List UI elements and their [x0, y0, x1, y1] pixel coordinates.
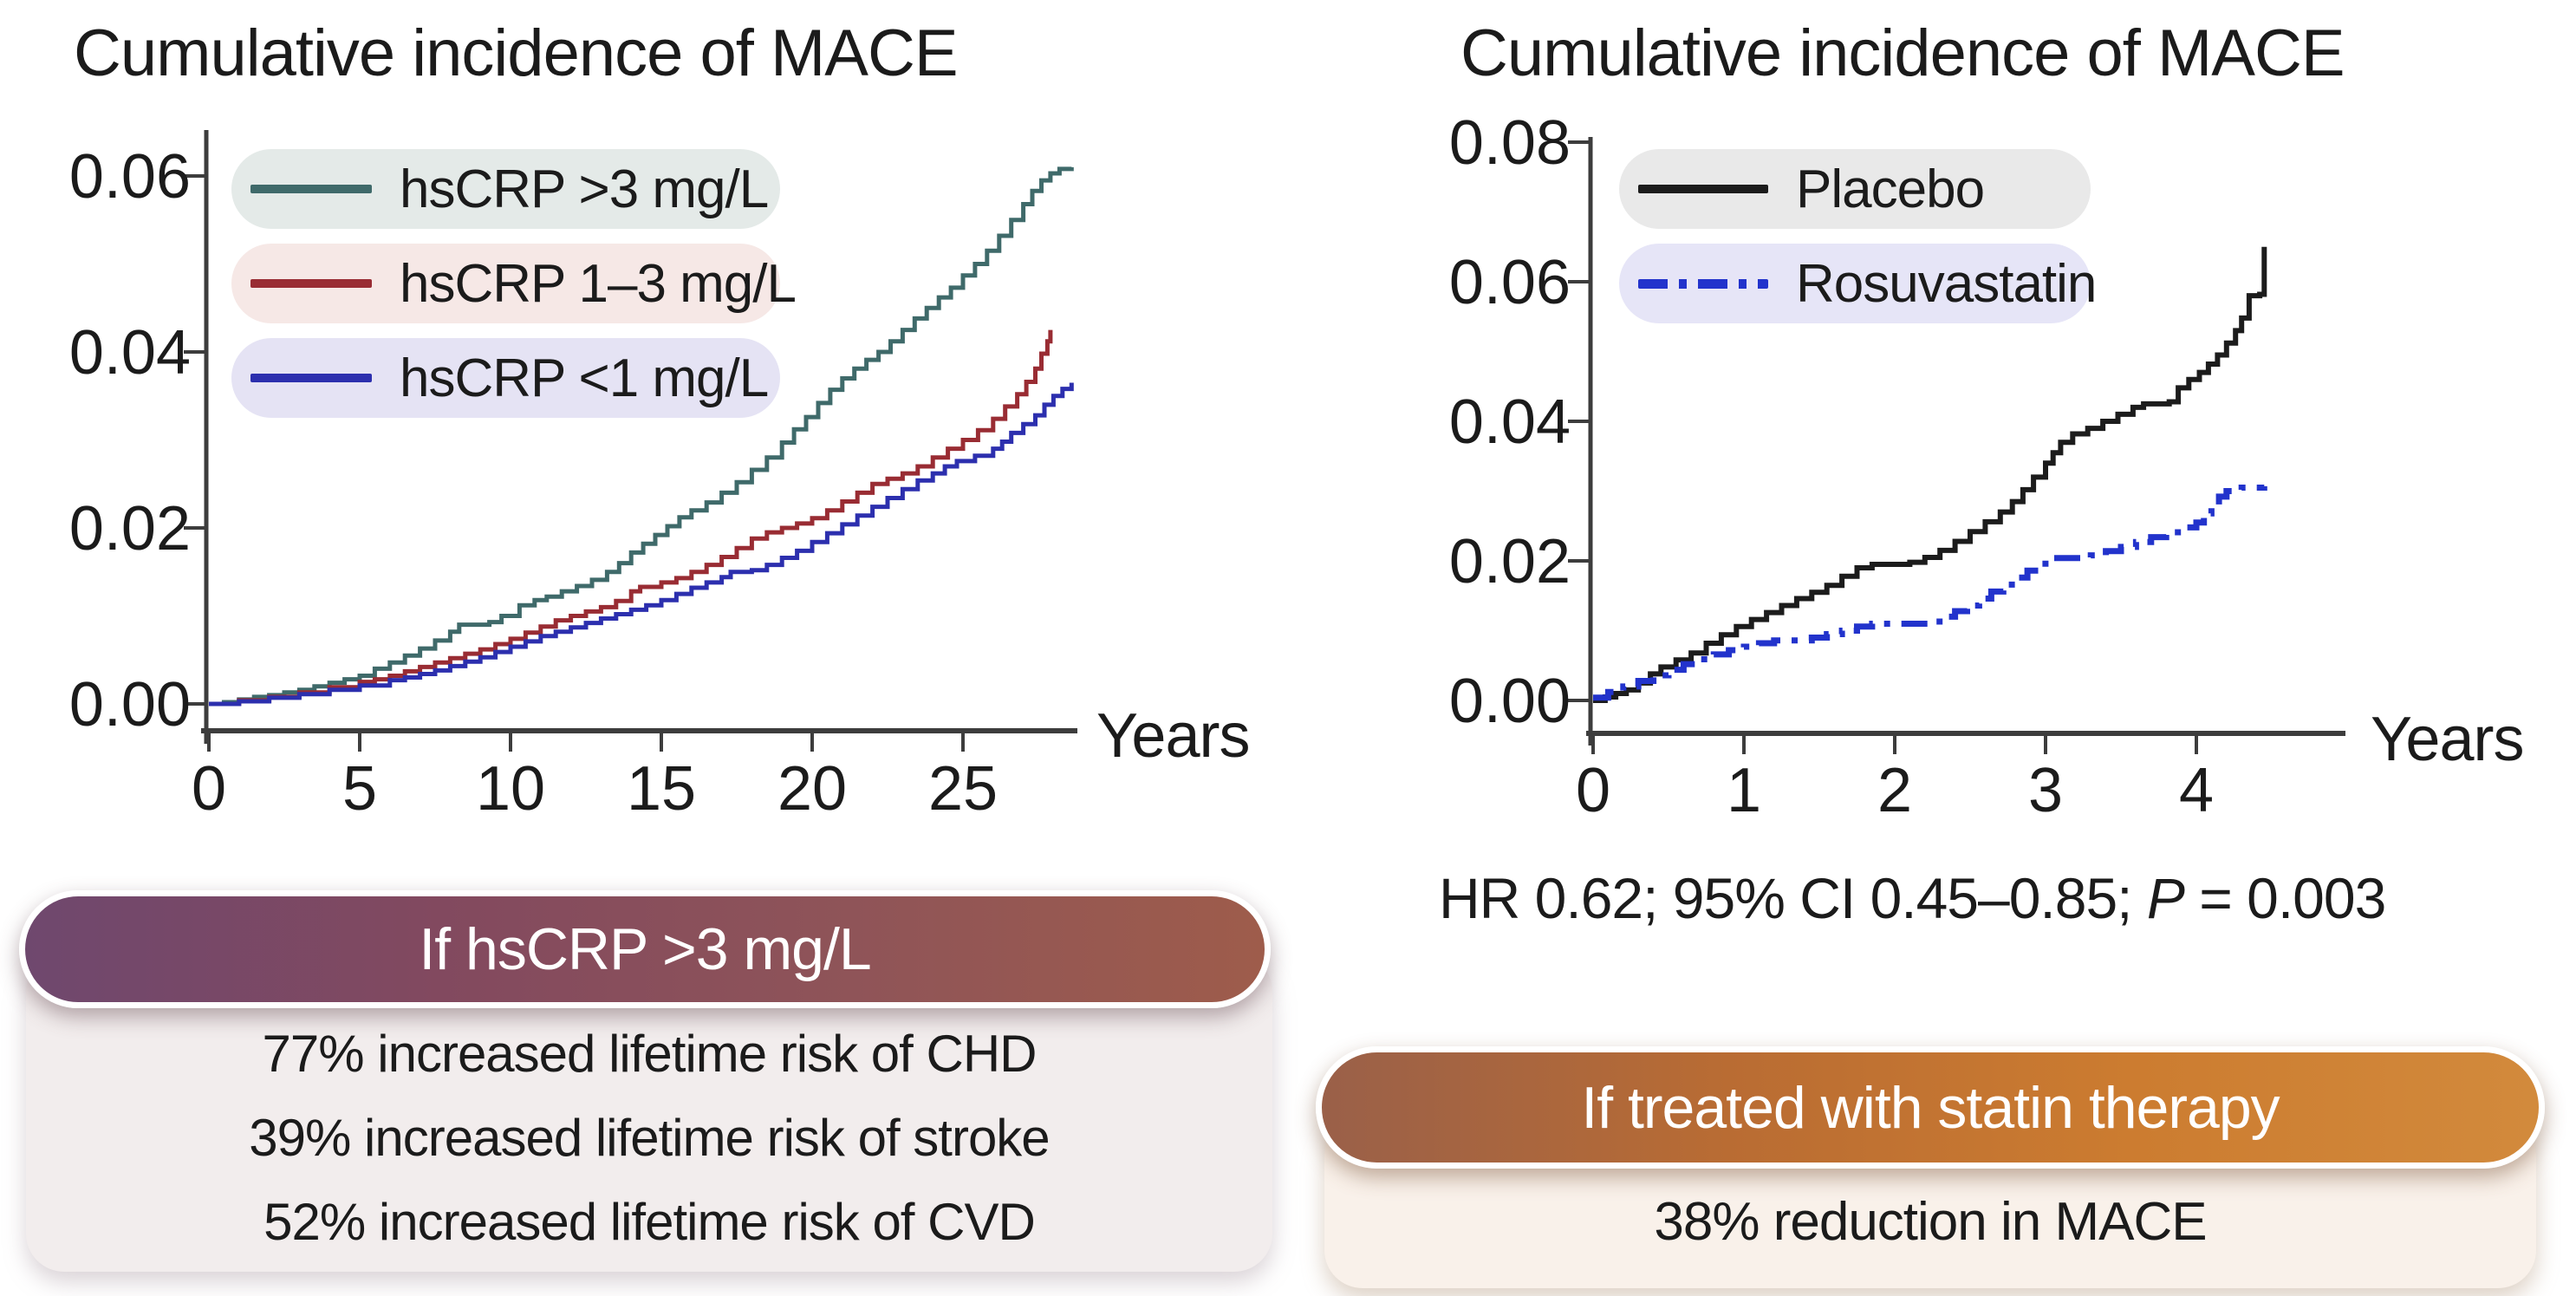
right-x-axis-label: Years	[2371, 705, 2524, 774]
y-tick-label: 0.08	[1449, 108, 1571, 178]
hr-text-prefix: HR 0.62; 95% CI 0.45–0.85;	[1439, 866, 2147, 930]
legend-item-rosuvastatin: Rosuvastatin	[1619, 244, 2097, 323]
x-tick-label: 5	[342, 754, 377, 824]
legend-label: Placebo	[1796, 159, 1985, 219]
risk-line-stroke: 39% increased lifetime risk of stroke	[249, 1109, 1050, 1167]
legend-label: hsCRP <1 mg/L	[400, 348, 769, 408]
left-callout-header: If hsCRP >3 mg/L	[419, 916, 871, 982]
x-tick-label: 25	[928, 754, 998, 824]
right-callout-header: If treated with statin therapy	[1581, 1074, 2280, 1141]
hr-text-pvalue-symbol: P	[2146, 866, 2185, 930]
x-tick-label: 4	[2179, 756, 2214, 825]
mace-reduction-line: 38% reduction in MACE	[1654, 1192, 2207, 1252]
y-tick-label: 0.02	[69, 494, 191, 563]
legend-item-hscrp-gt3: hsCRP >3 mg/L	[231, 149, 780, 229]
legend-label: hsCRP 1–3 mg/L	[400, 253, 797, 314]
hscrp-lt1-line-sample-icon	[250, 374, 372, 382]
legend-item-placebo: Placebo	[1619, 149, 2091, 229]
right-chart-title: Cumulative incidence of MACE	[1460, 16, 2345, 90]
right-chart: 0 1 2 3 4 0.00 0.02 0.04 0.06 0.08	[1449, 108, 2345, 825]
left-legend: hsCRP >3 mg/L hsCRP 1–3 mg/L hsCRP <1 mg…	[231, 149, 797, 418]
hscrp-1-3-line-sample-icon	[250, 279, 372, 288]
x-tick-label: 15	[627, 754, 696, 824]
curve-hscrp-1-mg-l	[209, 382, 1074, 707]
y-tick-label: 0.00	[69, 670, 191, 739]
legend-label: hsCRP >3 mg/L	[400, 159, 769, 219]
x-tick-label: 3	[2028, 756, 2063, 825]
curve-placebo	[1593, 246, 2267, 703]
curve-hscrp-3-mg-l	[209, 166, 1074, 707]
x-tick-label: 20	[777, 754, 847, 824]
y-tick-label: 0.02	[1449, 527, 1571, 596]
hr-text-suffix: = 0.003	[2183, 866, 2386, 930]
left-x-axis-label: Years	[1096, 701, 1250, 771]
hazard-ratio-text: HR 0.62; 95% CI 0.45–0.85; P = 0.003	[1439, 865, 2386, 931]
placebo-line-sample-icon	[1638, 185, 1768, 193]
curve-hscrp-1-3-mg-l	[209, 329, 1053, 707]
legend-label: Rosuvastatin	[1796, 253, 2097, 314]
y-tick-label: 0.06	[69, 142, 191, 212]
x-tick-label: 0	[192, 754, 226, 824]
left-chart-title: Cumulative incidence of MACE	[74, 16, 959, 90]
legend-item-hscrp-1-3: hsCRP 1–3 mg/L	[231, 244, 797, 323]
y-tick-label: 0.04	[1449, 387, 1571, 457]
risk-line-cvd: 52% increased lifetime risk of CVD	[263, 1193, 1036, 1251]
rosuvastatin-line-sample-icon	[1638, 278, 1768, 289]
x-tick-label: 0	[1576, 756, 1610, 825]
risk-line-chd: 77% increased lifetime risk of CHD	[262, 1025, 1038, 1083]
x-tick-label: 1	[1727, 756, 1761, 825]
x-tick-label: 2	[1877, 756, 1912, 825]
left-callout-banner: If hsCRP >3 mg/L	[19, 890, 1271, 1008]
right-callout-banner: If treated with statin therapy	[1316, 1046, 2545, 1169]
y-tick-label: 0.04	[69, 318, 191, 387]
hscrp-gt3-line-sample-icon	[250, 185, 372, 193]
legend-item-hscrp-lt1: hsCRP <1 mg/L	[231, 338, 780, 418]
x-tick-label: 10	[476, 754, 545, 824]
curve-rosuvastatin	[1593, 485, 2267, 701]
y-tick-label: 0.06	[1449, 248, 1571, 317]
y-tick-label: 0.00	[1449, 667, 1571, 736]
right-legend: Placebo Rosuvastatin	[1619, 149, 2097, 323]
left-chart: 0 5 10 15 20 25 0.00 0.02 0.04 0.06	[69, 130, 1077, 824]
